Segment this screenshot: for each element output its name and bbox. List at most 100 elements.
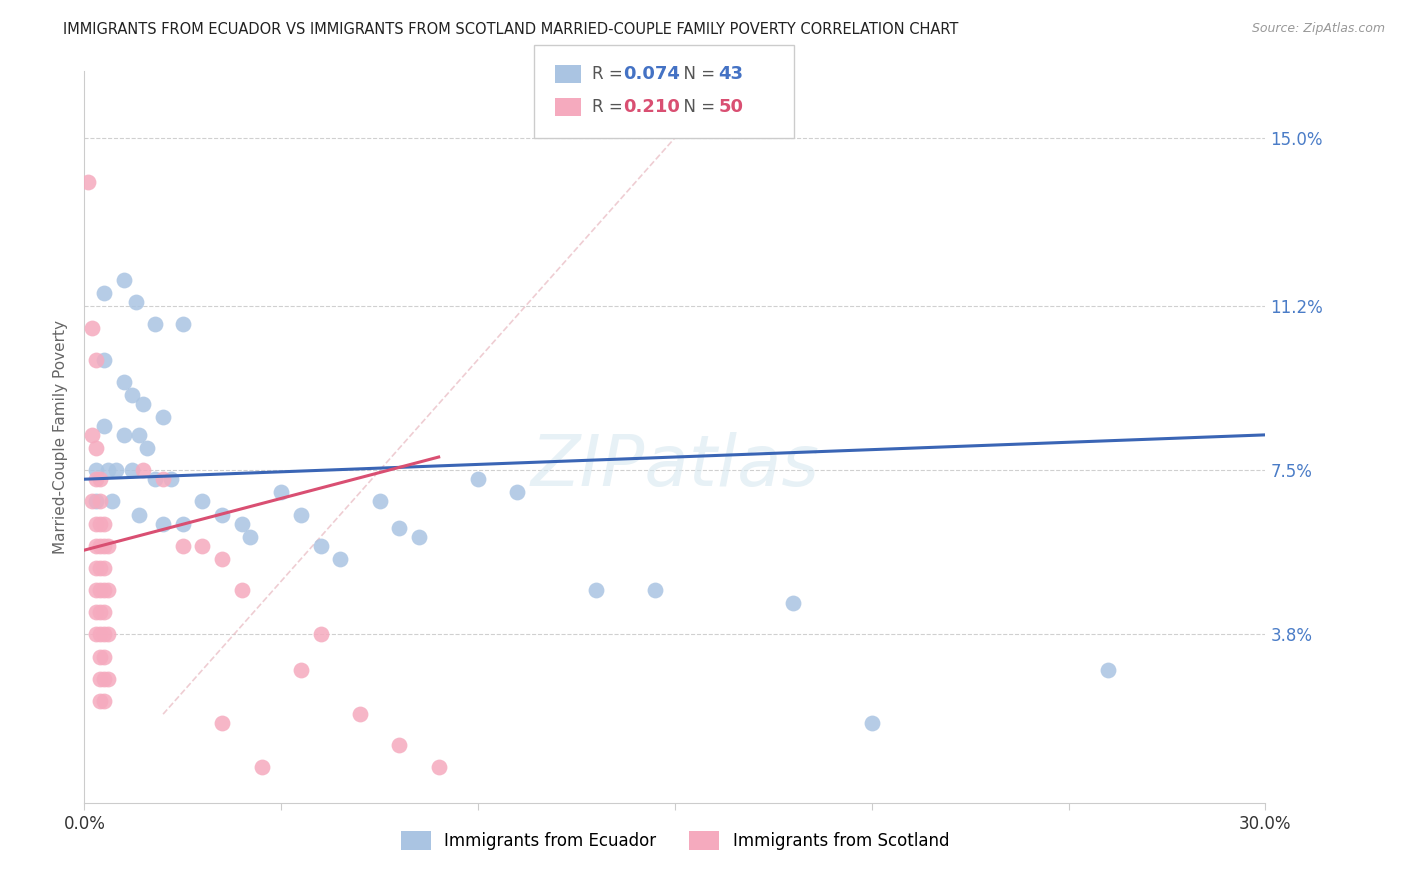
Point xyxy=(172,539,194,553)
Point xyxy=(89,605,111,619)
Point xyxy=(89,561,111,575)
Point xyxy=(250,760,273,774)
Text: N =: N = xyxy=(673,65,721,83)
Point xyxy=(89,494,111,508)
Point xyxy=(782,596,804,610)
Point xyxy=(467,472,489,486)
Text: IMMIGRANTS FROM ECUADOR VS IMMIGRANTS FROM SCOTLAND MARRIED-COUPLE FAMILY POVERT: IMMIGRANTS FROM ECUADOR VS IMMIGRANTS FR… xyxy=(63,22,959,37)
Point xyxy=(211,716,233,731)
Point xyxy=(1097,663,1119,677)
Point xyxy=(93,694,115,708)
Point xyxy=(89,649,111,664)
Point xyxy=(89,672,111,686)
Point xyxy=(132,397,155,411)
Point xyxy=(290,663,312,677)
Point xyxy=(124,294,146,309)
Point xyxy=(160,472,183,486)
Point xyxy=(89,582,111,597)
Point xyxy=(93,539,115,553)
Text: Source: ZipAtlas.com: Source: ZipAtlas.com xyxy=(1251,22,1385,36)
Point xyxy=(128,428,150,442)
Point xyxy=(191,494,214,508)
Text: R =: R = xyxy=(592,65,628,83)
Point xyxy=(132,463,155,477)
Point xyxy=(231,582,253,597)
Point xyxy=(82,494,104,508)
Point xyxy=(93,627,115,641)
Point xyxy=(860,716,883,731)
Point xyxy=(121,463,143,477)
Point xyxy=(84,516,107,531)
Point xyxy=(89,516,111,531)
Text: N =: N = xyxy=(673,98,721,116)
Point xyxy=(143,317,166,331)
Point xyxy=(152,516,174,531)
Point xyxy=(84,463,107,477)
Legend: Immigrants from Ecuador, Immigrants from Scotland: Immigrants from Ecuador, Immigrants from… xyxy=(394,824,956,856)
Point xyxy=(128,508,150,522)
Point xyxy=(239,530,262,544)
Point xyxy=(427,760,450,774)
Point xyxy=(172,317,194,331)
Point xyxy=(93,582,115,597)
Point xyxy=(89,539,111,553)
Point xyxy=(89,472,111,486)
Point xyxy=(211,552,233,566)
Point xyxy=(349,707,371,722)
Point xyxy=(104,463,127,477)
Point xyxy=(93,561,115,575)
Point xyxy=(97,582,120,597)
Text: 50: 50 xyxy=(718,98,744,116)
Point xyxy=(93,605,115,619)
Point xyxy=(143,472,166,486)
Point xyxy=(93,352,115,367)
Point xyxy=(290,508,312,522)
Point xyxy=(368,494,391,508)
Point xyxy=(84,539,107,553)
Text: 0.210: 0.210 xyxy=(623,98,679,116)
Point xyxy=(121,388,143,402)
Text: R =: R = xyxy=(592,98,628,116)
Point xyxy=(191,539,214,553)
Y-axis label: Married-Couple Family Poverty: Married-Couple Family Poverty xyxy=(52,320,67,554)
Point xyxy=(112,428,135,442)
Point xyxy=(136,441,159,455)
Point xyxy=(84,441,107,455)
Point xyxy=(211,508,233,522)
Point xyxy=(82,428,104,442)
Point xyxy=(172,516,194,531)
Point xyxy=(388,521,411,535)
Point xyxy=(84,472,107,486)
Point xyxy=(84,582,107,597)
Point xyxy=(270,485,292,500)
Point xyxy=(93,285,115,300)
Point xyxy=(101,494,124,508)
Point xyxy=(152,472,174,486)
Point xyxy=(77,175,100,189)
Point xyxy=(84,627,107,641)
Point xyxy=(329,552,352,566)
Point xyxy=(89,694,111,708)
Point xyxy=(112,375,135,389)
Point xyxy=(84,605,107,619)
Point xyxy=(309,627,332,641)
Point xyxy=(82,321,104,335)
Point xyxy=(309,539,332,553)
Point xyxy=(585,582,607,597)
Point xyxy=(388,738,411,752)
Point xyxy=(506,485,529,500)
Point xyxy=(97,539,120,553)
Point xyxy=(408,530,430,544)
Point xyxy=(112,273,135,287)
Point xyxy=(93,672,115,686)
Point xyxy=(84,561,107,575)
Point xyxy=(231,516,253,531)
Point xyxy=(84,494,107,508)
Point xyxy=(152,410,174,425)
Point xyxy=(84,352,107,367)
Point xyxy=(97,463,120,477)
Point xyxy=(93,419,115,434)
Point xyxy=(89,627,111,641)
Point xyxy=(93,516,115,531)
Text: 0.074: 0.074 xyxy=(623,65,679,83)
